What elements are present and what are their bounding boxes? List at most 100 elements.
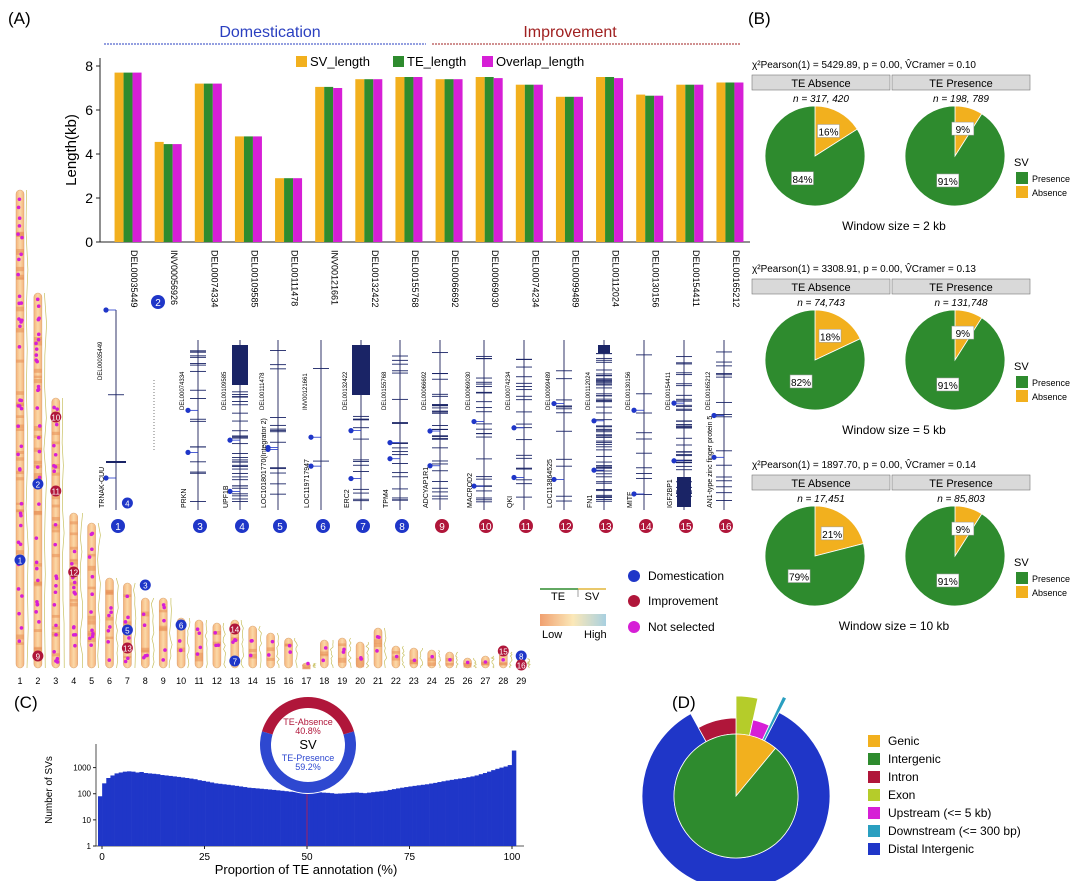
not-selected-point [162, 618, 166, 623]
facet-title: TE Absence [791, 478, 850, 490]
not-selected-point [106, 628, 111, 633]
marker-number: 2 [36, 481, 41, 490]
hist-bar [106, 777, 111, 846]
not-selected-point [36, 304, 41, 308]
inv-marker-number: 2 [155, 298, 161, 309]
hist-bar [325, 792, 331, 846]
hist-bar [131, 771, 136, 846]
improvement-marker [121, 642, 133, 654]
sv-id-label: INV00121661 [303, 373, 309, 410]
not-selected-point [248, 653, 253, 658]
legend-overlap-label: Overlap_length [496, 54, 584, 69]
legend-not-selected-label: Not selected [648, 620, 715, 634]
chromosome-band [445, 662, 454, 666]
window-size-label: Window size = 5 kb [842, 423, 946, 437]
not-selected-point [16, 205, 21, 210]
track-number-badge [639, 519, 653, 533]
bar-te-length [725, 82, 735, 242]
chromosome-number: 11 [194, 676, 203, 686]
not-selected-point [126, 615, 130, 620]
not-selected-point [90, 547, 94, 552]
not-selected-point [266, 653, 271, 657]
sv-id-label: DEL00035449 [98, 341, 104, 380]
slice-label-presence: 91% [938, 577, 958, 588]
hist-bar [350, 792, 355, 846]
not-selected-point [19, 252, 23, 257]
chromosome-number: 23 [409, 676, 419, 686]
not-selected-point [34, 341, 38, 346]
category-label: DEL00099489 [570, 250, 580, 308]
not-selected-point [73, 643, 77, 648]
chromosome-number: 20 [355, 676, 365, 686]
not-selected-point [16, 272, 20, 277]
not-selected-point [108, 625, 112, 629]
sv-id-label: DEL00165212 [706, 371, 712, 410]
slice-label-box [936, 573, 959, 588]
chromosome-band [409, 659, 418, 665]
not-selected-point [109, 610, 113, 615]
pie-legend-absence: Absence [1032, 392, 1067, 402]
hist-bar [458, 778, 463, 846]
not-selected-point [214, 643, 218, 648]
gene-name-label: LOC101801770(Integrator 2) [261, 418, 268, 508]
not-selected-point [17, 317, 21, 321]
bar-overlap-length [212, 83, 222, 242]
gene-name-label: LOC113864525 [547, 459, 554, 508]
slice-label-presence: 79% [789, 573, 809, 584]
hist-bar [416, 785, 422, 846]
legend-te-text: TE [551, 591, 565, 603]
not-selected-point [16, 424, 21, 429]
not-selected-point [71, 633, 76, 637]
hist-bar [487, 771, 492, 846]
chromosome-band [427, 657, 436, 662]
not-selected-point [35, 465, 40, 469]
bar-te-length [163, 144, 173, 242]
facet-n: n = 74,743 [797, 298, 845, 309]
not-selected-point [430, 654, 434, 659]
pie-slice-presence [904, 309, 1006, 411]
chromosome-band [87, 620, 96, 625]
not-selected-point [87, 555, 92, 559]
chromosome-band [51, 626, 60, 630]
not-selected-point [306, 661, 310, 666]
chromosome-band [33, 646, 42, 650]
improvement-marker [50, 485, 62, 497]
hist-x-tick-label: 100 [504, 852, 521, 863]
not-selected-point [107, 613, 111, 618]
track-number-badge [356, 519, 370, 533]
hist-bar [391, 789, 397, 846]
not-selected-point [90, 628, 94, 633]
chromosome-band [33, 368, 42, 373]
hist-bar [404, 787, 409, 846]
panel-label-b: (B) [748, 9, 771, 28]
not-selected-point [34, 560, 39, 565]
sv-dot [348, 428, 354, 434]
not-selected-point [213, 630, 218, 635]
not-selected-point [195, 627, 200, 632]
bar-te-length [243, 136, 253, 242]
chromosome-band [159, 609, 168, 613]
bar-overlap-length [533, 84, 543, 242]
not-selected-point [52, 649, 56, 654]
not-selected-point [341, 650, 346, 654]
hist-bar [284, 791, 289, 846]
hist-bar [342, 793, 347, 846]
donut-presence-value: 59.2% [295, 762, 321, 772]
pie-legend-presence-swatch [1016, 572, 1028, 584]
not-selected-point [53, 452, 58, 457]
domestication-marker [121, 624, 133, 636]
bar-te-length [484, 77, 494, 242]
te-sv-density-line [61, 397, 65, 669]
chromosome-number: 5 [89, 676, 94, 686]
chromosome-band [51, 441, 60, 445]
legend-swatch [868, 753, 880, 765]
sv-dot [631, 491, 637, 497]
chromosome-number: 7 [125, 676, 130, 686]
track-number-badge [193, 519, 207, 533]
te-sv-density-line [490, 655, 495, 669]
bar-overlap-length [172, 144, 182, 242]
sv-dot [511, 474, 517, 481]
exon-block [352, 345, 370, 395]
bar-overlap-length [734, 82, 744, 242]
